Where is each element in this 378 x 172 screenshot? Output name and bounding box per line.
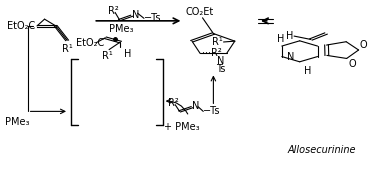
Text: ···R²: ···R² xyxy=(202,49,222,58)
Text: + PMe₃: + PMe₃ xyxy=(164,122,199,132)
Text: R¹: R¹ xyxy=(212,37,222,47)
Text: CO₂Et: CO₂Et xyxy=(185,7,214,18)
Text: N: N xyxy=(217,56,225,66)
Text: EtO₂C: EtO₂C xyxy=(76,38,105,48)
Text: EtO₂C: EtO₂C xyxy=(7,21,35,31)
Text: R²: R² xyxy=(168,98,179,108)
Text: R²: R² xyxy=(108,6,119,16)
Text: O: O xyxy=(349,59,356,69)
Text: H: H xyxy=(124,49,132,59)
Text: N: N xyxy=(132,10,139,20)
Text: Ts: Ts xyxy=(216,64,226,74)
Text: O: O xyxy=(360,40,367,50)
Text: N: N xyxy=(287,52,294,62)
Text: H: H xyxy=(285,31,293,41)
Text: N: N xyxy=(192,101,199,111)
Text: Allosecurinine: Allosecurinine xyxy=(288,145,356,155)
Text: H: H xyxy=(304,66,311,76)
Text: R¹: R¹ xyxy=(62,44,73,54)
Text: H: H xyxy=(277,34,285,45)
Text: PMe₃: PMe₃ xyxy=(5,117,29,127)
Text: R¹: R¹ xyxy=(102,51,113,61)
Text: PMe₃: PMe₃ xyxy=(109,24,134,34)
Text: −Ts: −Ts xyxy=(144,13,161,23)
Text: −Ts: −Ts xyxy=(203,106,221,116)
